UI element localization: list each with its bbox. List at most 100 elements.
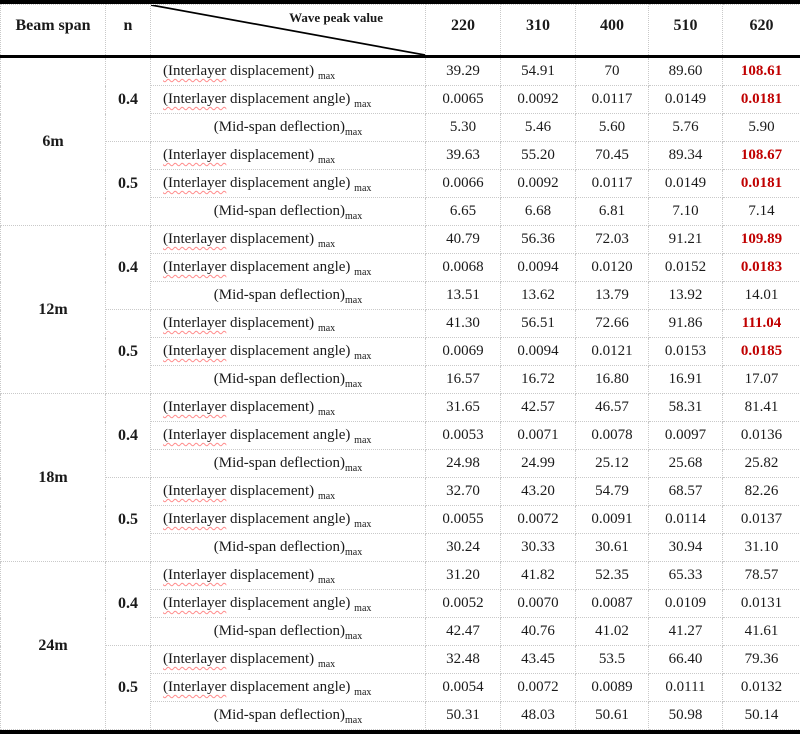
- row-label-cell: (Interlayer displacement) max: [151, 142, 426, 170]
- value-cell: 13.51: [426, 282, 501, 310]
- diagonal-line: [151, 5, 425, 55]
- beam-span-cell: 18m: [1, 394, 106, 562]
- value-cell: 0.0072: [501, 674, 576, 702]
- row-label-text: displacement angle): [226, 511, 354, 527]
- max-subscript: max: [345, 379, 362, 390]
- max-subscript: max: [345, 211, 362, 222]
- value-cell: 0.0097: [649, 422, 723, 450]
- value-cell: 0.0078: [576, 422, 649, 450]
- n-value-cell: 0.5: [106, 310, 151, 394]
- squiggle-underline-word: (Interlayer: [163, 315, 226, 331]
- value-cell: 0.0109: [649, 590, 723, 618]
- header-wave-col-3: 510: [649, 5, 723, 57]
- value-cell: 0.0087: [576, 590, 649, 618]
- row-label-cell: (Mid-span deflection)max: [151, 282, 426, 310]
- value-cell: 0.0136: [723, 422, 800, 450]
- max-subscript: max: [345, 127, 362, 138]
- squiggle-underline-word: (Interlayer: [163, 231, 226, 247]
- value-cell: 0.0071: [501, 422, 576, 450]
- squiggle-underline-word: (Interlayer: [163, 511, 226, 527]
- value-cell: 0.0117: [576, 170, 649, 198]
- header-row: Beam span n Wave peak value 220 310 400 …: [1, 5, 800, 57]
- value-cell: 13.79: [576, 282, 649, 310]
- value-cell: 17.07: [723, 366, 800, 394]
- row-label-cell: (Mid-span deflection)max: [151, 366, 426, 394]
- n-value-cell: 0.4: [106, 226, 151, 310]
- row-label-cell: (Interlayer displacement angle) max: [151, 254, 426, 282]
- max-subscript: max: [318, 407, 335, 418]
- value-cell: 0.0094: [501, 338, 576, 366]
- squiggle-underline-word: (Interlayer: [163, 399, 226, 415]
- squiggle-underline-word: (Interlayer: [163, 483, 226, 499]
- max-subscript: max: [345, 715, 362, 726]
- header-wave-col-0: 220: [426, 5, 501, 57]
- value-cell: 24.99: [501, 450, 576, 478]
- max-subscript: max: [354, 267, 371, 278]
- value-cell: 0.0149: [649, 170, 723, 198]
- value-cell: 68.57: [649, 478, 723, 506]
- value-cell: 5.90: [723, 114, 800, 142]
- row-label-text: (Mid-span deflection): [214, 203, 345, 219]
- row-label-cell: (Mid-span deflection)max: [151, 114, 426, 142]
- row-label-text: displacement angle): [226, 175, 354, 191]
- value-cell: 109.89: [723, 226, 800, 254]
- value-cell: 24.98: [426, 450, 501, 478]
- row-label-text: displacement angle): [226, 259, 354, 275]
- beam-data-table: Beam span n Wave peak value 220 310 400 …: [0, 4, 800, 730]
- value-cell: 31.10: [723, 534, 800, 562]
- value-cell: 16.80: [576, 366, 649, 394]
- value-cell: 16.91: [649, 366, 723, 394]
- row-label-cell: (Mid-span deflection)max: [151, 618, 426, 646]
- row-label-text: (Mid-span deflection): [214, 707, 345, 723]
- row-label-text: (Mid-span deflection): [214, 287, 345, 303]
- value-cell: 0.0153: [649, 338, 723, 366]
- row-label-text: displacement angle): [226, 91, 354, 107]
- row-label-text: displacement): [226, 651, 318, 667]
- value-cell: 0.0094: [501, 254, 576, 282]
- value-cell: 50.31: [426, 702, 501, 730]
- squiggle-underline-word: (Interlayer: [163, 259, 226, 275]
- value-cell: 30.24: [426, 534, 501, 562]
- squiggle-underline-word: (Interlayer: [163, 595, 226, 611]
- row-label-text: displacement angle): [226, 679, 354, 695]
- value-cell: 6.65: [426, 198, 501, 226]
- value-cell: 40.79: [426, 226, 501, 254]
- value-cell: 0.0055: [426, 506, 501, 534]
- value-cell: 0.0068: [426, 254, 501, 282]
- value-cell: 50.14: [723, 702, 800, 730]
- value-cell: 0.0120: [576, 254, 649, 282]
- value-cell: 81.41: [723, 394, 800, 422]
- value-cell: 41.27: [649, 618, 723, 646]
- value-cell: 0.0152: [649, 254, 723, 282]
- header-beam-span: Beam span: [1, 5, 106, 57]
- max-subscript: max: [354, 603, 371, 614]
- value-cell: 108.67: [723, 142, 800, 170]
- max-subscript: max: [318, 239, 335, 250]
- squiggle-underline-word: (Interlayer: [163, 63, 226, 79]
- value-cell: 25.68: [649, 450, 723, 478]
- row-label-cell: (Interlayer displacement) max: [151, 478, 426, 506]
- squiggle-underline-word: (Interlayer: [163, 567, 226, 583]
- max-subscript: max: [345, 547, 362, 558]
- beam-span-cell: 12m: [1, 226, 106, 394]
- squiggle-underline-word: (Interlayer: [163, 91, 226, 107]
- value-cell: 39.63: [426, 142, 501, 170]
- value-cell: 56.51: [501, 310, 576, 338]
- value-cell: 65.33: [649, 562, 723, 590]
- value-cell: 39.29: [426, 57, 501, 86]
- header-wave-col-1: 310: [501, 5, 576, 57]
- value-cell: 72.66: [576, 310, 649, 338]
- row-label-cell: (Interlayer displacement angle) max: [151, 86, 426, 114]
- row-label-text: displacement): [226, 63, 318, 79]
- value-cell: 111.04: [723, 310, 800, 338]
- max-subscript: max: [318, 659, 335, 670]
- value-cell: 6.68: [501, 198, 576, 226]
- value-cell: 5.30: [426, 114, 501, 142]
- value-cell: 43.20: [501, 478, 576, 506]
- value-cell: 89.34: [649, 142, 723, 170]
- value-cell: 70.45: [576, 142, 649, 170]
- header-wave-col-4: 620: [723, 5, 800, 57]
- value-cell: 78.57: [723, 562, 800, 590]
- value-cell: 41.02: [576, 618, 649, 646]
